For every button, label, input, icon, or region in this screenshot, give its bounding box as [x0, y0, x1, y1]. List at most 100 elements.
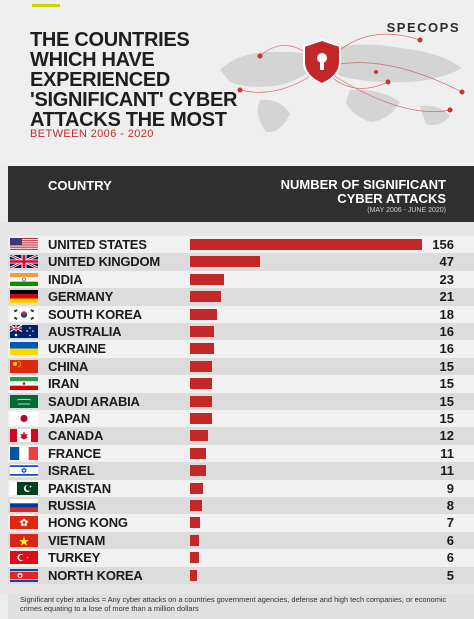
uk-flag-icon: [9, 254, 39, 270]
top-accent-bar: [32, 4, 60, 7]
chart-row: GERMANY 21: [8, 288, 474, 306]
canada-flag-icon: [10, 429, 38, 443]
bar: [190, 482, 204, 494]
value-label: 18: [439, 306, 454, 322]
bar: [190, 378, 213, 390]
value-label: 47: [439, 254, 454, 270]
chart-row: VIETNAM 6: [8, 531, 474, 550]
chart-row: UNITED KINGDOM 47: [8, 253, 474, 271]
country-label: UNITED STATES: [48, 237, 147, 252]
vietnam-flag-icon: [10, 533, 38, 547]
value-label: 15: [439, 358, 454, 374]
saudi-arabia-flag-icon: [10, 394, 38, 408]
japan-flag-icon: [10, 412, 38, 425]
value-label: 156: [432, 237, 454, 252]
value-label: 6: [446, 550, 454, 566]
bar-chart: UNITED STATES 156 UNITED KINGDOM 47 INDIA 23 G…: [0, 222, 474, 594]
value-label: 11: [440, 463, 454, 479]
china-flag-icon: [10, 359, 38, 373]
chart-row: NORTH KOREA 5: [8, 566, 474, 584]
country-column-label: COUNTRY: [48, 178, 112, 193]
bar: [190, 430, 208, 442]
country-label: VIETNAM: [48, 532, 106, 548]
country-label: GERMANY: [48, 289, 114, 305]
bar: [190, 552, 199, 564]
chart-row: CHINA 15: [8, 357, 474, 376]
germany-flag-icon: [10, 290, 38, 304]
chart-row: SOUTH KOREA 18: [8, 305, 474, 323]
bar: [190, 465, 207, 477]
india-flag-icon: [10, 272, 38, 286]
israel-flag-icon: [10, 464, 38, 478]
value-label: 15: [439, 411, 454, 426]
country-label: PAKISTAN: [48, 480, 111, 496]
bar: [190, 534, 199, 546]
column-header: COUNTRY NUMBER OF SIGNIFICANT CYBER ATTA…: [8, 166, 474, 222]
bar: [190, 291, 222, 303]
bar: [190, 569, 198, 581]
us-flag-icon: [10, 238, 38, 251]
chart-row: TURKEY 6: [8, 549, 474, 567]
bar: [190, 273, 225, 285]
country-label: SOUTH KOREA: [48, 306, 142, 322]
france-flag-icon: [10, 446, 38, 460]
russia-flag-icon: [10, 499, 38, 512]
bar: [190, 343, 214, 355]
value-label: 16: [439, 341, 454, 357]
bar: [190, 395, 213, 407]
footnote: Significant cyber attacks = Any cyber at…: [8, 594, 474, 619]
chart-row: FRANCE 11: [8, 444, 474, 463]
value-label: 15: [439, 393, 454, 409]
chart-row: HONG KONG 7: [8, 514, 474, 532]
bar: [190, 360, 213, 372]
header: SPECOPS THE COUNTRIES WHICH HAVE EXPERIE…: [0, 0, 474, 166]
bar: [190, 500, 202, 511]
ukraine-flag-icon: [10, 342, 38, 356]
chart-row: INDIA 23: [8, 270, 474, 289]
world-map-graphic: [220, 33, 465, 133]
chart-row: ISRAEL 11: [8, 462, 474, 480]
value-label: 5: [446, 567, 454, 583]
bar: [190, 239, 422, 250]
chart-row: UNITED STATES 156: [8, 236, 474, 254]
chart-row: AUSTRALIA 16: [8, 323, 474, 341]
page-subtitle: BETWEEN 2006 - 2020: [30, 128, 154, 140]
pakistan-flag-icon: [10, 481, 38, 495]
country-label: FRANCE: [48, 445, 101, 461]
chart-row: JAPAN 15: [8, 410, 474, 428]
country-label: RUSSIA: [48, 498, 96, 513]
turkey-flag-icon: [10, 551, 38, 565]
country-label: CANADA: [48, 428, 104, 444]
value-label: 23: [439, 271, 454, 287]
bar: [190, 308, 217, 320]
shield-lock-icon: [303, 38, 341, 86]
chart-row: SAUDI ARABIA 15: [8, 392, 474, 410]
page-title: THE COUNTRIES WHICH HAVE EXPERIENCED 'SI…: [30, 29, 238, 131]
value-label: 6: [446, 532, 454, 548]
chart-row: IRAN 15: [8, 375, 474, 393]
north-korea-flag-icon: [10, 568, 38, 582]
country-label: NORTH KOREA: [48, 567, 143, 583]
country-label: INDIA: [48, 271, 83, 287]
metric-column-label: NUMBER OF SIGNIFICANT CYBER ATTACKS: [280, 177, 446, 206]
chart-row: UKRAINE 16: [8, 340, 474, 358]
bar: [190, 326, 214, 337]
value-label: 7: [446, 515, 454, 531]
bar: [190, 256, 260, 268]
chart-row: RUSSIA 8: [8, 497, 474, 515]
country-label: TURKEY: [48, 550, 101, 566]
australia-flag-icon: [9, 324, 38, 338]
value-label: 11: [440, 445, 454, 461]
bar: [190, 447, 207, 459]
brand-logo: SPECOPS: [386, 20, 460, 35]
country-label: HONG KONG: [48, 515, 128, 531]
bar: [190, 517, 201, 529]
value-label: 16: [439, 324, 454, 339]
bar: [190, 413, 213, 424]
hong-kong-flag-icon: [10, 516, 38, 530]
value-label: 8: [446, 498, 454, 513]
chart-row: CANADA 12: [8, 427, 474, 445]
country-label: JAPAN: [48, 411, 91, 426]
country-label: SAUDI ARABIA: [48, 393, 140, 409]
value-label: 9: [446, 480, 454, 496]
